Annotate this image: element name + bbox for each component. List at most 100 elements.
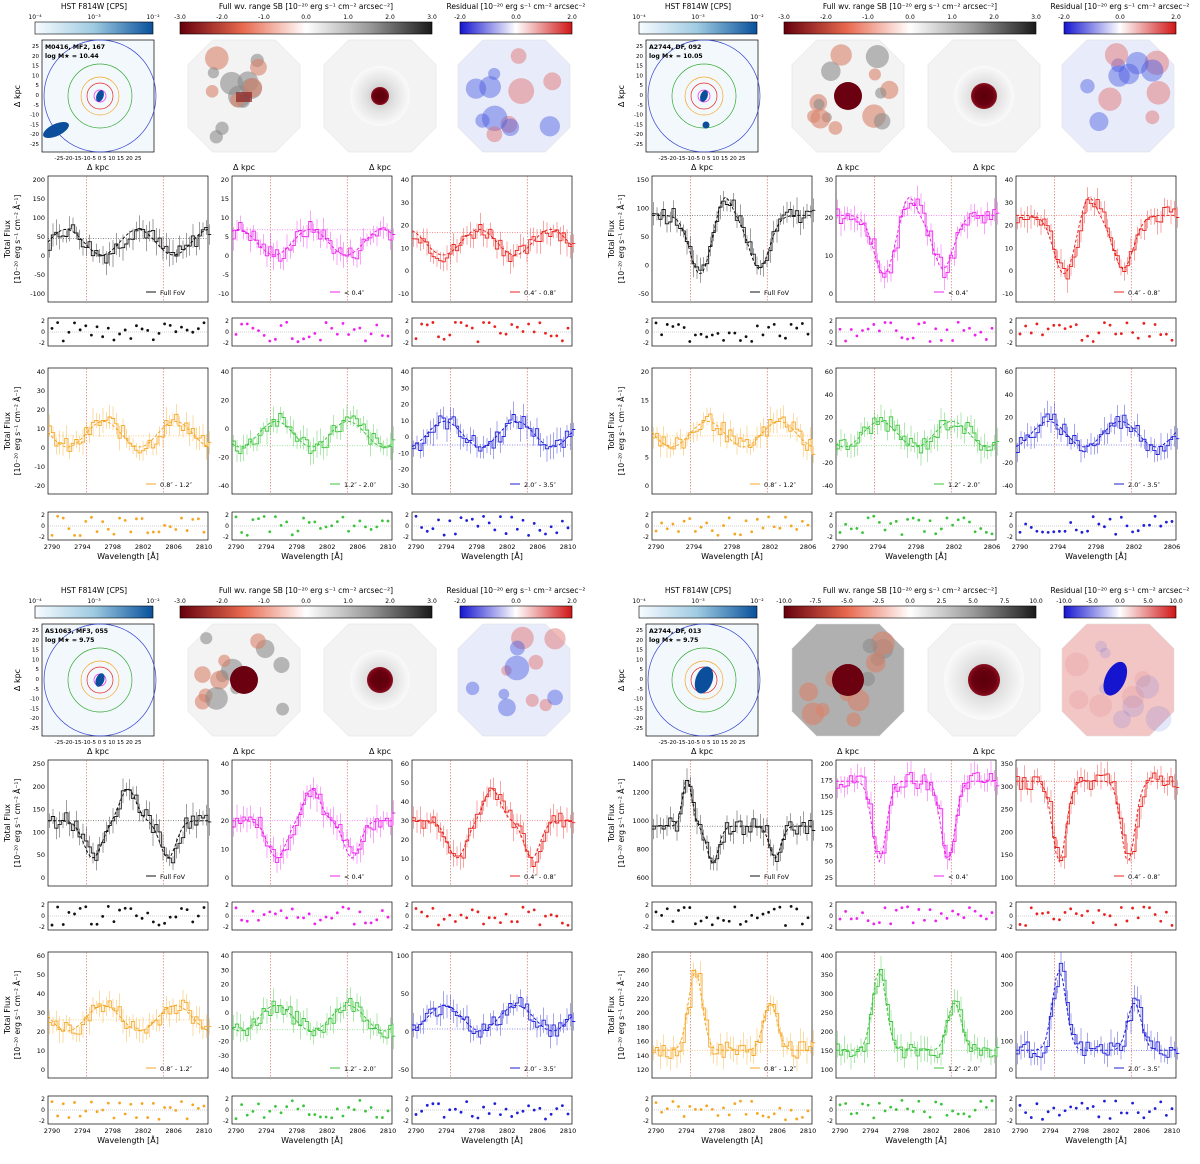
- legend-label: 0.4″ - 0.8″: [1128, 289, 1161, 297]
- residual-ytick: 2: [645, 512, 649, 519]
- residual-point: [945, 328, 949, 332]
- wavelength-label: Wavelength [Å]: [1065, 1134, 1127, 1145]
- residual-point: [917, 322, 921, 326]
- sb-colorbar-tick: -10.0: [776, 598, 792, 605]
- residual-point: [1029, 331, 1033, 335]
- residual-point: [84, 905, 88, 909]
- residual-point: [341, 322, 345, 325]
- residual-point: [538, 528, 542, 532]
- flux-ytick: 150: [33, 195, 45, 203]
- residual-point: [1080, 530, 1084, 534]
- residual-point: [761, 912, 765, 916]
- residual-point: [1035, 912, 1039, 916]
- residual-point: [180, 325, 183, 329]
- flux-ylabel: Total Flux: [3, 412, 12, 451]
- residual-patch: [1146, 80, 1171, 105]
- residual-point: [739, 339, 742, 342]
- wavelength-xtick: 2790: [408, 543, 425, 551]
- residual-colorbar-label: Residual [10⁻²⁰ erg s⁻¹ cm⁻² arcsec⁻²: [1051, 2, 1190, 11]
- residual-point: [386, 334, 390, 338]
- flux-ylabel-units: [10⁻²⁰ erg s⁻¹ cm⁻² Å⁻¹]: [13, 971, 22, 1060]
- flux-ytick: -20: [1002, 459, 1013, 467]
- model-trace: [231, 1004, 393, 1032]
- residual-colorbar-tick: -5.0: [1086, 598, 1098, 605]
- flux-ylabel-units: [10⁻²⁰ erg s⁻¹ cm⁻² Å⁻¹]: [13, 779, 22, 868]
- residual-point: [123, 518, 127, 522]
- residual-ytick: 0: [41, 329, 45, 336]
- residual-ytick: -2: [403, 1118, 409, 1125]
- sb-colorbar-tick: -5.0: [841, 598, 853, 605]
- flux-ytick: 10: [1005, 244, 1013, 252]
- residual-point: [324, 1115, 328, 1119]
- flux-ylabel: Total Flux: [3, 220, 12, 259]
- residual-point: [90, 1100, 93, 1104]
- wavelength-label: Wavelength [Å]: [701, 1134, 763, 1145]
- residual-point: [493, 528, 497, 532]
- galaxy-block-2: HST F814W [CPS] 10⁻⁴ 10⁻³ 10⁻² Full wv. rang…: [607, 2, 1189, 561]
- wavelength-xtick: 2798: [289, 1127, 306, 1135]
- residual-point: [375, 525, 379, 529]
- flux-ytick: 20: [825, 414, 833, 422]
- residual-point: [56, 514, 60, 518]
- residual-point: [1046, 530, 1050, 534]
- spectrum-panel-b4: 1.2″ - 2.0″403020100-10-20-30-4020-22790…: [218, 951, 396, 1145]
- residual-point: [459, 321, 463, 324]
- kpc-ytick: -25: [30, 142, 39, 148]
- aperture-ring-3-5: [43, 623, 157, 737]
- spectrum-trace: [836, 198, 1000, 278]
- spectrum-trace: [48, 413, 212, 454]
- residual-point: [733, 905, 737, 909]
- residual-point: [425, 323, 429, 327]
- flux-ytick: 0: [829, 290, 833, 298]
- residual-point: [889, 1105, 893, 1109]
- residual-point: [727, 516, 731, 520]
- residual-point: [135, 1116, 138, 1119]
- residual-point: [1119, 1111, 1123, 1115]
- residual-ytick: -2: [39, 534, 45, 541]
- residual-patch: [1134, 671, 1151, 688]
- residual-point: [251, 326, 255, 330]
- kpc-xlabel: Δ kpc: [691, 747, 713, 756]
- residual-point: [257, 918, 260, 922]
- legend-label: 0.4″ - 0.8″: [524, 289, 557, 297]
- spectrum-axes: [411, 367, 573, 495]
- sb-patch: [276, 702, 289, 716]
- flux-ytick: 40: [221, 368, 229, 376]
- flux-ytick: 250: [821, 1009, 833, 1017]
- residual-point: [800, 1116, 804, 1119]
- aperture-ring-3-5: [647, 623, 761, 737]
- residual-point: [1142, 524, 1146, 527]
- kpc-ytick: 20: [32, 54, 39, 60]
- residual-point: [772, 525, 776, 529]
- residual-point: [527, 533, 530, 537]
- residual-point: [101, 914, 105, 918]
- residual-point: [1029, 1116, 1033, 1119]
- residual-point: [654, 910, 658, 914]
- residual-point: [112, 338, 116, 342]
- residual-point: [894, 519, 898, 523]
- flux-ytick: 60: [401, 760, 409, 768]
- residual-point: [67, 527, 71, 531]
- spectrum-trace: [1016, 962, 1180, 1058]
- model-trace: [48, 788, 208, 859]
- flux-ytick: 20: [401, 836, 409, 844]
- residual-ytick: 2: [405, 318, 409, 325]
- model-trace: [836, 196, 996, 275]
- flux-ytick: -20: [218, 454, 229, 462]
- wavelength-xtick: 2810: [560, 1127, 577, 1135]
- residual-point: [493, 325, 497, 329]
- residual-ytick: 0: [225, 913, 229, 920]
- residual-point: [202, 321, 206, 325]
- wavelength-xtick: 2798: [105, 1127, 122, 1135]
- spectrum-axes: [47, 759, 209, 887]
- residual-point: [1080, 914, 1084, 917]
- residual-point: [245, 919, 249, 923]
- residual-point: [844, 910, 848, 913]
- residual-point: [78, 534, 82, 537]
- residual-point: [386, 1109, 390, 1113]
- residual-point: [722, 338, 725, 342]
- kpc-ytick: 25: [636, 44, 643, 50]
- spectrum-trace: [1016, 413, 1180, 455]
